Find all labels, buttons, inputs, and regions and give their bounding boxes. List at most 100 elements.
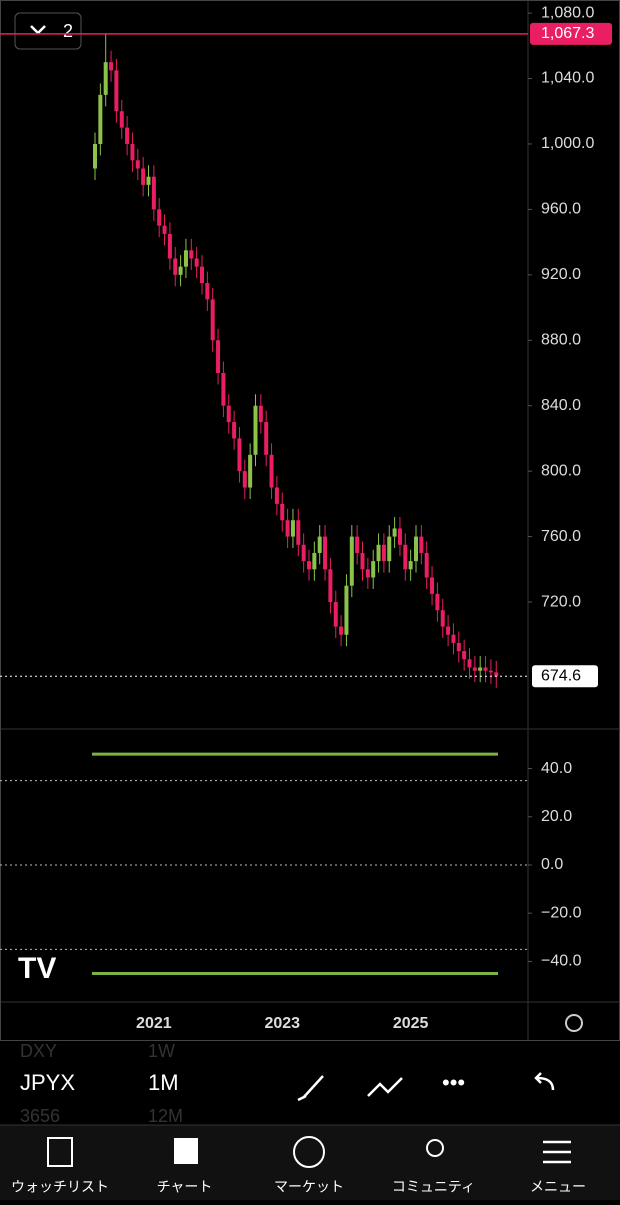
last-price-label: 674.6	[541, 668, 581, 685]
logo: TV	[18, 952, 56, 985]
x-tick-label: 2025	[393, 1015, 429, 1032]
candle-body	[301, 544, 306, 562]
y-tick-label: 960.0	[541, 201, 581, 218]
nav-icon[interactable]	[426, 1139, 444, 1157]
button-label: 2	[63, 21, 73, 41]
candle-body	[280, 503, 285, 521]
candle-body	[125, 127, 130, 144]
candle-body	[403, 544, 408, 570]
nav-icon[interactable]	[47, 1137, 73, 1167]
candle-body	[162, 225, 167, 234]
nav-icon[interactable]	[543, 1140, 571, 1164]
candle-body	[296, 520, 301, 545]
candle-body	[344, 585, 349, 635]
candle-body	[232, 422, 237, 439]
toolbar-text: JPYX	[20, 1070, 75, 1095]
candle-body	[221, 372, 226, 406]
candle-body	[333, 602, 338, 627]
more-icon[interactable]: •••	[442, 1070, 465, 1095]
nav-icon[interactable]	[293, 1136, 325, 1168]
candle-body	[430, 577, 435, 594]
toolbar-text: 3656	[20, 1106, 60, 1126]
candle-body	[98, 94, 103, 144]
nav-icon[interactable]	[174, 1138, 198, 1164]
candle-body	[451, 634, 456, 643]
y-tick-label: 880.0	[541, 331, 581, 348]
candle-body	[381, 544, 386, 562]
candle-body	[114, 70, 119, 112]
candle-body	[178, 266, 183, 275]
candle-body	[446, 626, 451, 635]
candle-body	[414, 536, 418, 562]
candle-body	[488, 670, 493, 673]
chart-bg	[0, 0, 620, 1040]
toolbar-text: 1M	[148, 1070, 179, 1095]
candle-body	[274, 487, 279, 504]
candle-body	[264, 422, 269, 455]
tools-icon[interactable]	[367, 1077, 403, 1097]
y-tick-label: 840.0	[541, 397, 581, 414]
candle-body	[173, 258, 178, 275]
high-price-tag	[530, 22, 612, 45]
y-tick-label: −20.0	[541, 904, 582, 921]
x-tick-label: 2023	[264, 1015, 300, 1032]
candle-body	[478, 667, 483, 671]
candle-body	[93, 143, 97, 169]
candle-body	[194, 258, 199, 267]
draw-icon[interactable]	[297, 1075, 324, 1102]
candle-body	[371, 561, 376, 578]
candle-body	[376, 544, 381, 562]
candle-body	[269, 454, 274, 488]
settings-icon[interactable]	[565, 1014, 583, 1032]
candle-body	[141, 168, 146, 185]
candle-body	[472, 667, 477, 671]
candle-body	[387, 536, 392, 562]
candle-body	[355, 536, 360, 553]
candle-body	[339, 626, 344, 635]
candle-body	[323, 536, 328, 570]
candle-body	[408, 561, 413, 570]
y-tick-label: 1,000.0	[541, 135, 594, 152]
candle-body	[253, 405, 258, 455]
candle-body	[285, 520, 290, 537]
candle-body	[109, 62, 114, 71]
candle-body	[183, 250, 188, 267]
candle-body	[157, 209, 162, 226]
candle-body	[328, 569, 333, 603]
candle-body	[258, 405, 263, 423]
candle-body	[397, 528, 402, 545]
y-tick-label: 40.0	[541, 760, 572, 777]
nav-label: ウォッチリスト	[11, 1179, 109, 1195]
candle-body	[307, 561, 311, 570]
candle-body	[483, 667, 488, 671]
last-price-tag	[532, 665, 598, 688]
toolbar-text: DXY	[20, 1041, 57, 1061]
y-tick-label: −40.0	[541, 953, 582, 970]
y-tick-label: 760.0	[541, 528, 581, 545]
candle-body	[360, 552, 365, 570]
interval-button[interactable]	[14, 12, 82, 50]
candle-body	[167, 233, 172, 259]
candle-body	[200, 266, 204, 284]
toolbar-text: 1W	[148, 1041, 175, 1061]
candle-body	[440, 610, 445, 627]
candle-body	[290, 520, 295, 537]
candle-body	[237, 438, 242, 472]
nav-label: コミュニティ	[392, 1179, 475, 1195]
candle-body	[119, 111, 124, 128]
chevron	[30, 25, 46, 35]
candle-body	[205, 283, 210, 300]
candle-body	[226, 405, 231, 423]
candle-body	[135, 160, 140, 169]
candle-body	[365, 569, 370, 578]
candle-body	[312, 552, 317, 570]
candle-body	[435, 593, 440, 611]
candle-body	[248, 454, 253, 488]
y-tick-label: 720.0	[541, 593, 581, 610]
candle-body	[317, 536, 322, 553]
candle-body	[210, 299, 215, 341]
undo-icon[interactable]	[534, 1072, 555, 1091]
y-tick-label: 20.0	[541, 808, 572, 825]
